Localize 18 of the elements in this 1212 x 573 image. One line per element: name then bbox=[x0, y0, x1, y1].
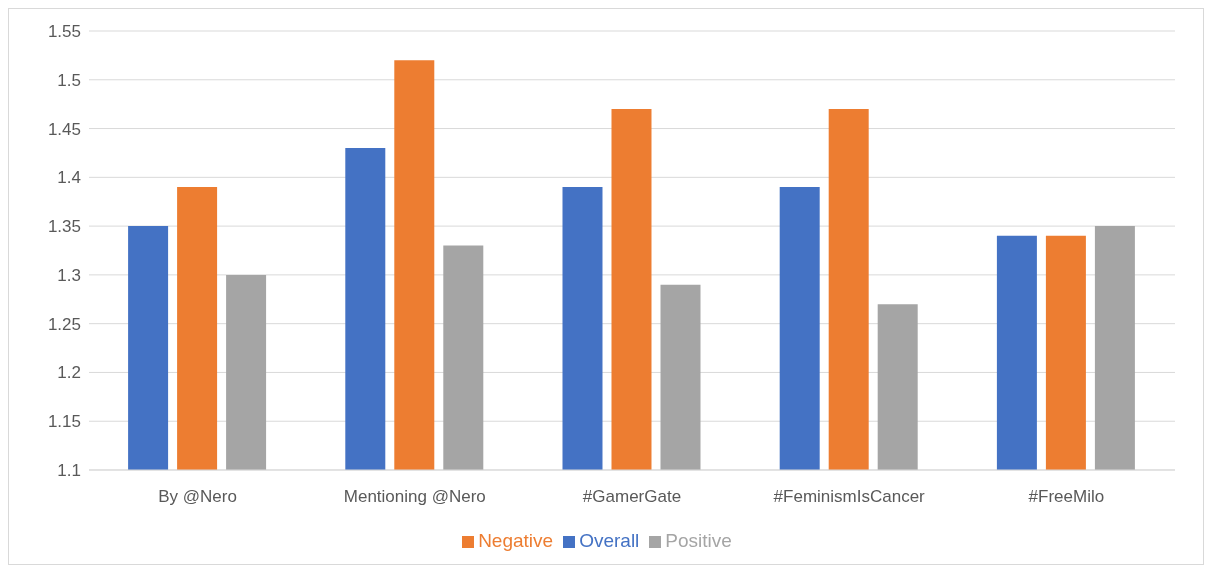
y-tick-label: 1.2 bbox=[57, 363, 81, 383]
y-tick-label: 1.25 bbox=[47, 314, 81, 334]
x-tick-label: #FeminismIsCancer bbox=[773, 487, 926, 507]
x-tick-label: #GamerGate bbox=[582, 487, 682, 507]
y-tick-label: 1.55 bbox=[47, 22, 81, 42]
x-tick-label: #FreeMilo bbox=[1028, 487, 1105, 507]
x-tick-label: By @Nero bbox=[158, 487, 237, 507]
y-tick-label: 1.35 bbox=[47, 217, 81, 237]
y-tick-label: 1.15 bbox=[47, 412, 81, 432]
y-tick-label: 1.45 bbox=[47, 119, 81, 139]
legend-label: Negative bbox=[478, 530, 554, 551]
y-tick-label: 1.3 bbox=[57, 265, 81, 285]
legend-label: Overall bbox=[579, 530, 640, 551]
y-tick-label: 1.4 bbox=[57, 168, 81, 188]
y-tick-label: 1.1 bbox=[57, 461, 81, 481]
y-tick-label: 1.5 bbox=[57, 70, 81, 90]
x-tick-label: Mentioning @Nero bbox=[343, 487, 486, 507]
legend-label: Positive bbox=[665, 530, 732, 551]
